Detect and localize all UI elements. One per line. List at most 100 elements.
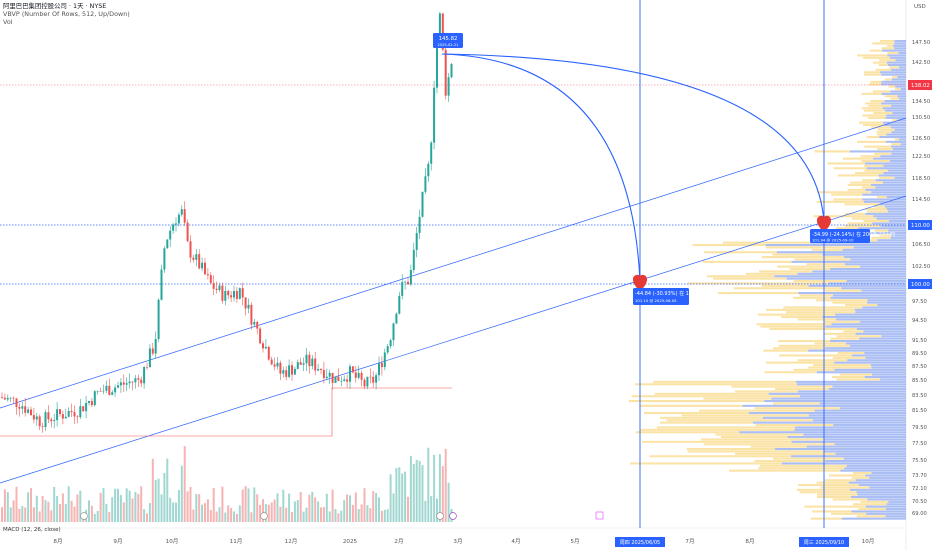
profile-row-down	[791, 260, 906, 263]
profile-row-up	[635, 431, 740, 434]
volume-bar	[433, 454, 436, 522]
profile-row-down	[850, 258, 906, 261]
heart-marker-icon[interactable]	[816, 215, 832, 232]
profile-row-up	[703, 397, 772, 400]
profile-row-up	[839, 373, 873, 376]
volume-bar	[79, 490, 82, 522]
profile-row-up	[874, 229, 889, 232]
profile-row-up	[814, 342, 846, 345]
flag-icon[interactable]	[595, 511, 604, 520]
profile-row-up	[728, 469, 841, 472]
profile-row-down	[888, 220, 906, 223]
profile-row-down	[899, 66, 906, 69]
volume-bar	[146, 513, 148, 522]
profile-row-down	[892, 148, 906, 151]
candle-body	[433, 87, 436, 143]
profile-row-down	[890, 126, 906, 129]
volume-bar	[212, 488, 215, 522]
profile-row-up	[816, 481, 849, 484]
profile-row-up	[666, 419, 814, 422]
peak-price: 145.82	[439, 36, 458, 42]
profile-row-up	[777, 265, 861, 268]
profile-row-up	[831, 193, 863, 196]
candle-body	[447, 77, 450, 96]
candle-body	[82, 406, 85, 412]
profile-row-down	[864, 352, 906, 355]
candle-body	[343, 379, 346, 381]
volume-bar	[366, 505, 369, 522]
profile-row-down	[890, 234, 906, 237]
profile-row-down	[854, 308, 906, 311]
candle-body	[424, 176, 427, 192]
symbol-title[interactable]: 阿里巴巴集团控股公司 · 1天 · NYSE	[3, 2, 107, 10]
earnings-icon[interactable]	[260, 512, 268, 520]
profile-row-down	[816, 371, 906, 374]
candle-body	[163, 248, 166, 270]
profile-row-down	[888, 229, 906, 232]
volume-bar	[119, 495, 122, 522]
candle-body	[293, 368, 296, 375]
volume-bar	[93, 513, 96, 522]
candle-body	[30, 409, 32, 416]
indicator-vbvp[interactable]: VBVP (Number Of Rows, 512, Up/Down)	[3, 10, 130, 18]
candle-body	[328, 372, 331, 377]
candle-body	[238, 288, 241, 299]
volume-bar	[346, 494, 349, 522]
volume-bar	[32, 507, 35, 522]
volume-bar	[117, 488, 119, 522]
candle-body	[79, 406, 82, 418]
volume-bar	[30, 488, 32, 522]
candle-body	[90, 401, 93, 406]
profile-row-up	[634, 383, 797, 386]
volume-bar	[122, 502, 125, 522]
profile-row-down	[842, 248, 906, 251]
profile-row-down	[808, 414, 906, 417]
volume-bar	[238, 505, 241, 522]
profile-row-up	[869, 49, 883, 52]
profile-row-down	[774, 448, 906, 451]
time-tick-label: 10月	[862, 538, 875, 545]
profile-row-down	[867, 299, 906, 302]
profile-row-up	[864, 164, 884, 167]
profile-row-down	[845, 342, 906, 345]
heart-marker-icon[interactable]	[632, 274, 648, 291]
volume-bar	[282, 489, 285, 522]
profile-row-down	[900, 88, 906, 91]
candlestick-series	[1, 12, 453, 433]
profile-row-down	[808, 284, 906, 287]
price-tick-label: 122.50	[912, 154, 930, 160]
profile-row-up	[871, 236, 891, 239]
candle-body	[262, 343, 264, 349]
candle-body	[366, 376, 369, 387]
candle-body	[305, 354, 308, 364]
lightning-icon[interactable]	[449, 512, 457, 520]
candle-body	[21, 406, 24, 409]
candle-body	[134, 378, 137, 383]
profile-row-down	[877, 239, 906, 242]
price-tick-label: 102.50	[912, 264, 930, 270]
profile-row-down	[894, 176, 906, 179]
profile-row-up	[861, 107, 883, 110]
price-tick-label: 77.50	[912, 441, 927, 447]
profile-row-down	[855, 332, 906, 335]
peak-date: 2025-02-21	[438, 43, 459, 47]
profile-row-down	[879, 203, 906, 206]
volume-bar	[322, 507, 325, 522]
volume-bar	[267, 504, 270, 522]
profile-row-down	[894, 40, 906, 43]
profile-row-up	[808, 366, 872, 369]
profile-row-down	[764, 400, 906, 403]
profile-row-up	[778, 340, 831, 343]
earnings-icon[interactable]	[80, 512, 88, 520]
earnings-icon[interactable]	[436, 512, 444, 520]
profile-row-up	[687, 450, 825, 453]
macd-indicator-label[interactable]: MACD (12, 26, close)	[3, 527, 61, 533]
volume-bar	[221, 486, 224, 522]
indicator-vol[interactable]: Vol	[3, 18, 13, 26]
profile-row-up	[765, 246, 854, 249]
profile-row-down	[861, 289, 906, 292]
volume-bar	[250, 512, 253, 522]
profile-row-up	[793, 280, 847, 283]
profile-row-down	[880, 83, 906, 86]
